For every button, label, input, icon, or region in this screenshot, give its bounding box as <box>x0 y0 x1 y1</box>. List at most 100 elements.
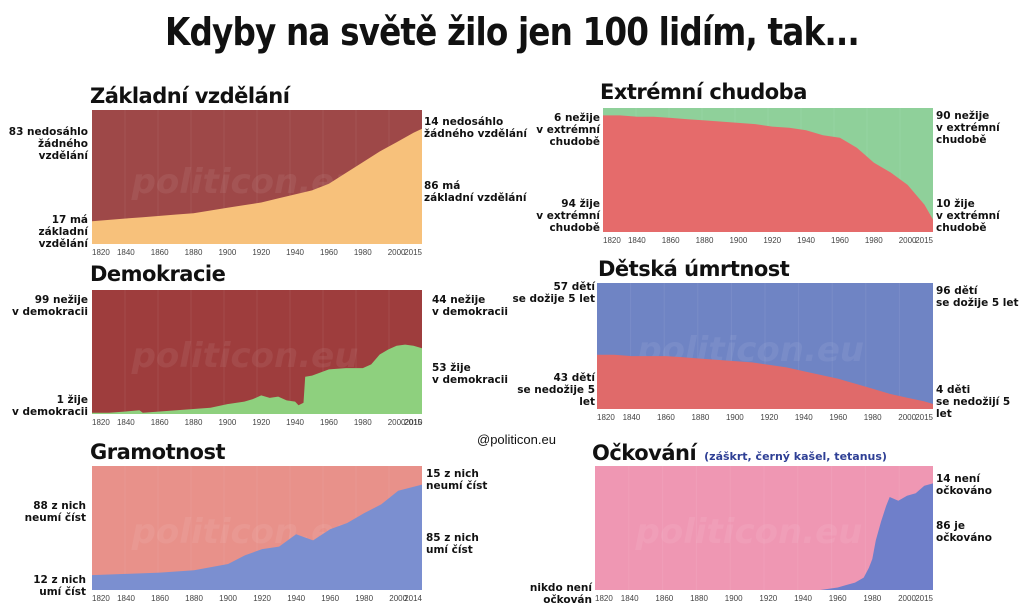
x-tick-label: 1960 <box>320 418 338 427</box>
x-tick-label: 1880 <box>185 594 203 603</box>
x-tick-label: 1980 <box>863 594 881 603</box>
panel-title-poverty: Extrémní chudoba <box>600 80 807 104</box>
x-tick-label: 1940 <box>794 594 812 603</box>
chart-poverty: politicon.eu1820184018601880190019201940… <box>603 108 934 245</box>
x-tick-label: 1860 <box>151 418 169 427</box>
x-tick-label: 1940 <box>286 248 304 257</box>
annotation-left-top: 6 nežije v extrémní chudobě <box>536 112 600 148</box>
x-tick-label: 1880 <box>185 248 203 257</box>
annotation-right-bottom: 53 žije v demokracii <box>432 362 508 386</box>
x-tick-label: 1960 <box>320 248 338 257</box>
x-tick-label: 2000 <box>898 594 916 603</box>
x-tick-label: 2000 <box>388 418 406 427</box>
annotation-right-top: 44 nežije v demokracii <box>432 294 508 318</box>
annotation-right-bottom: 10 žije v extrémní chudobě <box>936 198 1000 234</box>
annotation-right-top: 15 z nich neumí číst <box>426 468 488 492</box>
x-tick-label: 1960 <box>321 594 339 603</box>
panel-subtitle-vaccination: (záškrt, černý kašel, tetanus) <box>704 450 887 463</box>
x-tick-label: 1840 <box>628 236 646 245</box>
annotation-right-bottom: 86 je očkováno <box>936 520 992 544</box>
x-tick-label: 1860 <box>657 413 675 422</box>
x-tick-label: 1840 <box>623 413 641 422</box>
x-tick-label: 1900 <box>725 594 743 603</box>
x-tick-label: 1980 <box>865 236 883 245</box>
x-tick-label: 2010 <box>405 418 423 427</box>
x-tick-label: 1940 <box>286 418 304 427</box>
x-tick-label: 1820 <box>595 594 613 603</box>
x-tick-label: 2015 <box>404 418 422 427</box>
chart-democracy: politicon.eu 1820 1840 1860 1880 1900 1920 1940… <box>92 290 423 427</box>
annotation-right-bottom: 86 má základní vzdělání <box>424 180 527 204</box>
x-tick-label: 2015 <box>404 248 422 257</box>
panel-title-literacy: Gramotnost <box>90 440 226 464</box>
panel-title-vaccination: Očkování (záškrt, černý kašel, tetanus) <box>592 441 887 465</box>
watermark-text: politicon.eu <box>131 336 359 376</box>
area-series <box>92 344 422 414</box>
x-tick-label: 1900 <box>726 413 744 422</box>
x-tick-label: 2015 <box>915 413 933 422</box>
panel-title-vaccination-text: Očkování <box>592 441 697 465</box>
x-tick-label: 2000 <box>898 413 916 422</box>
x-tick-label: 1860 <box>151 594 169 603</box>
x-tick-label: 2014 <box>404 594 422 603</box>
area-series <box>597 354 933 409</box>
annotation-right-bottom: 4 děti se nedožijí 5 let <box>936 384 1011 420</box>
annotation-left-bottom: 1 žije v demokracii <box>12 394 88 418</box>
x-tick-label: 2000 <box>899 236 917 245</box>
annotation-left-bottom: 43 dětí se nedožije 5 let <box>517 372 595 408</box>
x-tick-label: 1960 <box>829 594 847 603</box>
x-tick-label: 2015 <box>915 236 933 245</box>
x-tick-label: 1820 <box>597 413 615 422</box>
x-tick-label: 1840 <box>621 594 639 603</box>
x-tick-label: 1980 <box>355 594 373 603</box>
x-tick-label: 1880 <box>185 418 203 427</box>
x-tick-label: 1820 <box>603 236 621 245</box>
page-title: Kdyby na světě žilo jen 100 lidím, tak..… <box>165 10 860 54</box>
panel-title-democracy: Demokracie <box>90 262 226 286</box>
annotation-left-top: 83 nedosáhlo žádného vzdělání <box>8 126 88 162</box>
x-tick-label: 1960 <box>829 413 847 422</box>
annotation-right-top: 14 nedosáhlo žádného vzdělání <box>424 116 528 140</box>
annotation-left-top: 99 nežije v demokracii <box>12 294 88 318</box>
x-tick-label: 1840 <box>117 418 135 427</box>
x-tick-label: 1920 <box>763 236 781 245</box>
x-tick-label: 1860 <box>151 248 169 257</box>
credit-text: @politicon.eu <box>477 432 556 447</box>
area-series <box>595 483 933 590</box>
x-tick-label: 1840 <box>117 248 135 257</box>
x-tick-label: 1920 <box>759 594 777 603</box>
annotation-left-bottom: 17 má základní vzdělání <box>38 214 88 250</box>
watermark-text: politicon.eu <box>635 512 863 552</box>
area-series <box>603 115 933 232</box>
x-tick-label: 1940 <box>795 413 813 422</box>
x-tick-label: 1880 <box>690 594 708 603</box>
area-series <box>92 128 422 244</box>
x-tick-label: 1960 <box>831 236 849 245</box>
x-tick-label: 2015 <box>915 594 933 603</box>
x-tick-label: 1920 <box>760 413 778 422</box>
x-tick-label: 1880 <box>696 236 714 245</box>
chart-vaccination: politicon.eu 1820 1840 1860 1880 1900 1920 1940… <box>595 466 934 603</box>
x-tick-label: 1980 <box>354 248 372 257</box>
x-tick-label: 1900 <box>218 418 236 427</box>
x-tick-label: 1940 <box>287 594 305 603</box>
x-tick-label: 1900 <box>219 594 237 603</box>
x-tick-label: 1820 <box>92 248 110 257</box>
x-tick-label: 1920 <box>252 418 270 427</box>
x-tick-label: 1840 <box>117 594 135 603</box>
annotation-right-top: 96 dětí se dožije 5 let <box>936 285 1019 309</box>
x-tick-label: 1820 <box>92 418 110 427</box>
annotation-left-bottom: nikdo není očkován <box>529 582 592 606</box>
area-series <box>92 484 422 590</box>
x-tick-label: 1900 <box>729 236 747 245</box>
x-tick-label: 1860 <box>655 594 673 603</box>
x-tick-label: 1820 <box>92 594 110 603</box>
x-tick-label: 2000 <box>389 594 407 603</box>
x-tick-label: 1940 <box>797 236 815 245</box>
annotation-left-top: 57 dětí se dožije 5 let <box>512 281 595 305</box>
annotation-left-bottom: 12 z nich umí číst <box>33 574 86 598</box>
annotation-left-top: 88 z nich neumí číst <box>24 500 86 524</box>
x-tick-label: 1980 <box>864 413 882 422</box>
